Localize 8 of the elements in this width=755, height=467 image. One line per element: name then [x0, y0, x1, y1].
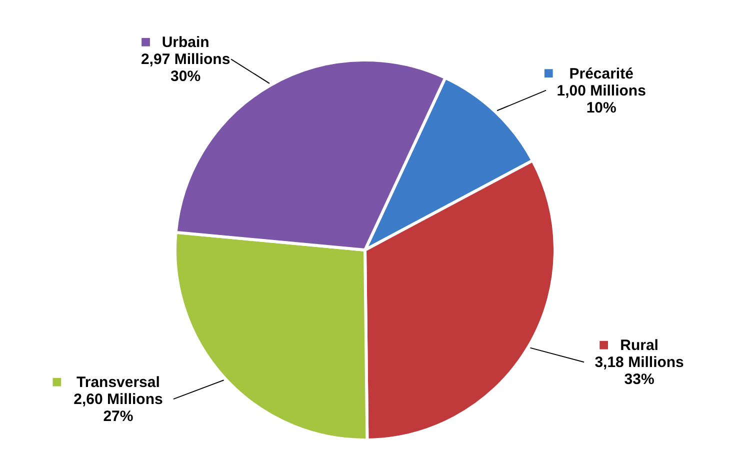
data-label: 3,18 Millions 33% [594, 354, 684, 388]
data-label: 1,00 Millions 10% [556, 82, 646, 116]
legend-label: Urbain [162, 34, 210, 52]
data-label: 2,97 Millions 30% [140, 51, 230, 86]
data-label: 2,60 Millions 27% [74, 391, 163, 426]
legend-label: Transversal [76, 374, 160, 392]
legend-label: Rural [620, 337, 658, 354]
legend-label: Précarité [569, 65, 634, 82]
